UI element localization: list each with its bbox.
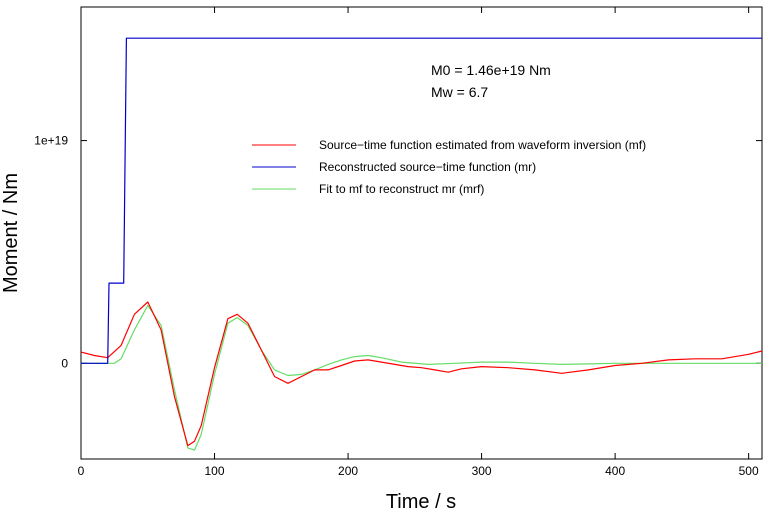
x-tick-label-5: 500: [739, 464, 759, 478]
x-tick-label-1: 100: [205, 464, 225, 478]
x-tick-label-3: 300: [472, 464, 492, 478]
series-layer: [80, 37, 763, 451]
annotation-m0: M0 = 1.46e+19 Nm: [431, 62, 551, 78]
legend-label-mf: Source−time function estimated from wave…: [319, 138, 646, 152]
legend-label-mrf: Fit to mf to reconstruct mr (mrf): [319, 182, 484, 196]
x-tick-label-4: 400: [605, 464, 625, 478]
series-line-mrf: [81, 304, 762, 451]
x-axis-title: Time / s: [386, 491, 456, 512]
axis-ticks: 0 100 200 300 400 500 0 1e+19: [34, 7, 762, 478]
series-line-mr: [81, 37, 762, 364]
y-tick-label-0: 0: [61, 356, 68, 370]
series-line-mf: [80, 301, 763, 447]
x-tick-label-2: 200: [338, 464, 358, 478]
plot-frame: [80, 6, 763, 460]
annotation-mw: Mw = 6.7: [431, 84, 488, 100]
y-axis-title: Moment / Nm: [0, 173, 22, 293]
legend: Source−time function estimated from wave…: [252, 138, 646, 196]
x-tick-label-0: 0: [78, 464, 85, 478]
y-tick-label-1: 1e+19: [34, 134, 68, 148]
legend-label-mr: Reconstructed source−time function (mr): [319, 160, 536, 174]
